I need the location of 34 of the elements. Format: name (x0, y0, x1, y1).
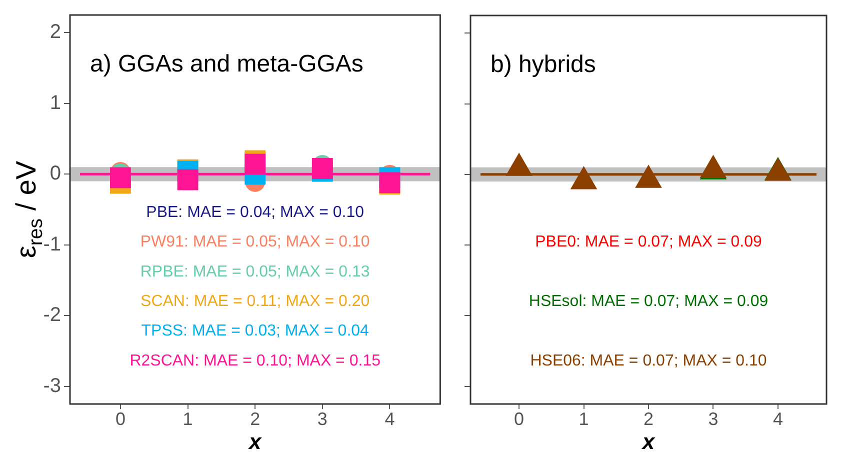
point (177, 169, 198, 190)
y-tick-label: -3 (43, 374, 61, 397)
x-tick-label: 1 (578, 408, 589, 429)
y-tick-label: -2 (43, 304, 61, 326)
text: SCAN: MAE = 0.11; MAX = 0.20 (140, 293, 370, 310)
text: HSEsol: MAE = 0.07; MAX = 0.09 (528, 293, 768, 310)
x-tick-label: 3 (317, 408, 328, 429)
legend-label: PBE0: MAE = 0.07; MAX = 0.09 (535, 234, 762, 251)
text: b) hybrids (490, 51, 596, 78)
point (570, 166, 598, 190)
text: HSE06: MAE = 0.07; MAX = 0.10 (530, 352, 767, 370)
text: TPSS: MAE = 0.03; MAX = 0.04 (141, 322, 370, 340)
point (110, 167, 131, 188)
y-tick-label: 1 (50, 92, 61, 114)
x-axis-title: x (641, 429, 656, 454)
x-tick-label: 2 (250, 408, 260, 429)
x-tick-label: 4 (384, 408, 395, 429)
point (635, 164, 662, 188)
x-tick-label: 1 (182, 408, 193, 429)
text: R2SCAN: MAE = 0.10; MAX = 0.15 (130, 352, 381, 370)
x-tick-label: 0 (115, 408, 126, 429)
y-tick-label: 2 (50, 21, 61, 44)
point (244, 154, 266, 175)
x-tick-label: 0 (514, 408, 524, 429)
x-tick-label: 3 (708, 408, 718, 429)
point (506, 152, 532, 176)
x-axis-title: x (248, 429, 262, 454)
text: a) GGAs and meta-GGAs (90, 50, 364, 78)
x-tick-label: 4 (772, 408, 783, 429)
y-tick-label: 0 (50, 162, 61, 185)
text: PW91: MAE = 0.05; MAX = 0.10 (140, 234, 370, 251)
legend-label: PBE: MAE = 0.04; MAX = 0.10 (146, 204, 364, 222)
x-tick-label: 2 (643, 408, 654, 429)
text: RPBE: MAE = 0.05; MAX = 0.13 (140, 263, 370, 280)
